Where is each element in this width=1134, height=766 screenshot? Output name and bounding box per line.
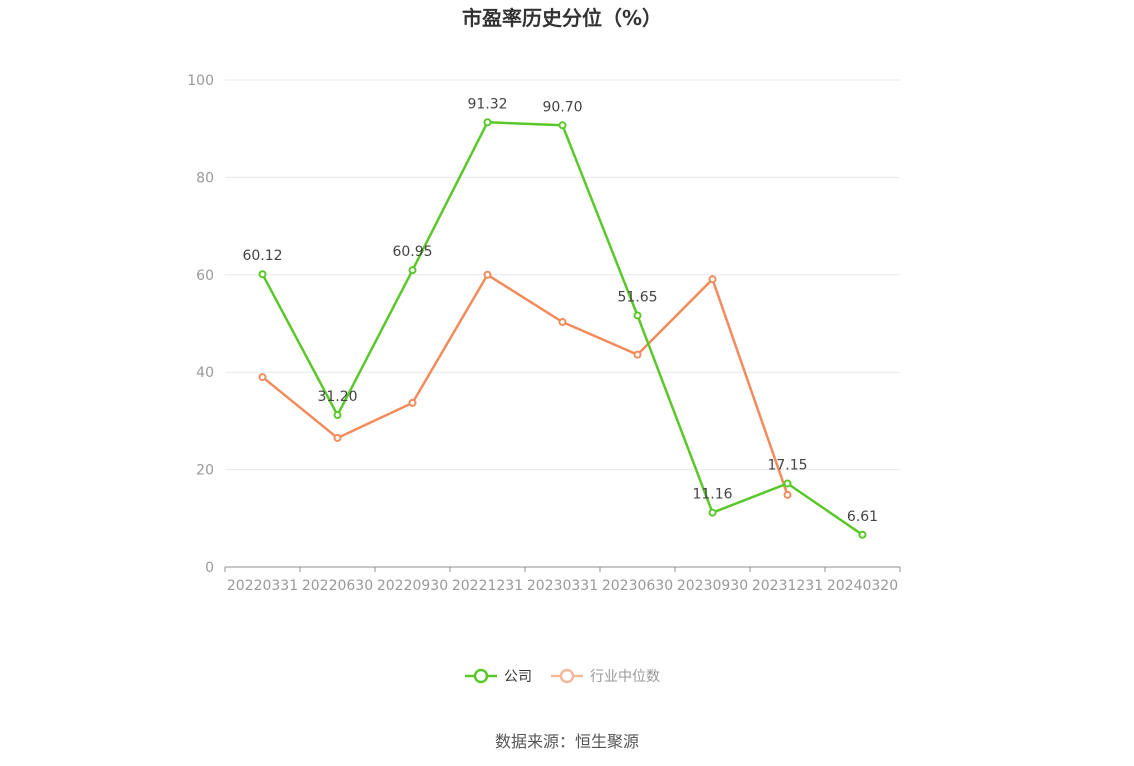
y-tick-label: 40 (196, 365, 214, 381)
data-label: 31.20 (317, 389, 357, 405)
x-tick-label: 20221231 (452, 578, 523, 594)
data-label: 60.95 (392, 244, 432, 260)
chart-title: 市盈率历史分位（%） (462, 6, 662, 30)
legend-marker-icon (473, 668, 489, 684)
data-point[interactable] (633, 311, 642, 320)
data-point[interactable] (258, 270, 267, 279)
x-tick-label: 20230930 (677, 578, 748, 594)
legend-item-industry-median[interactable]: 行业中位数 (551, 668, 660, 685)
y-tick-label: 80 (196, 170, 214, 186)
data-source: 数据来源：恒生聚源 (495, 732, 639, 751)
data-label: 17.15 (767, 457, 807, 473)
grid (225, 79, 900, 471)
x-tick-label: 20220930 (377, 578, 448, 594)
data-point[interactable] (633, 350, 642, 359)
x-axis: 20220331 20220630 20220930 20221231 20230331… (224, 566, 901, 594)
data-point[interactable] (408, 398, 417, 407)
data-point[interactable] (483, 118, 492, 127)
x-tick-label: 20230331 (527, 578, 598, 594)
data-point[interactable] (708, 275, 717, 284)
data-label: 60.12 (242, 248, 282, 264)
y-tick-label: 60 (196, 268, 214, 284)
legend-marker-icon (559, 668, 575, 684)
y-axis-ticks: 0 20 40 60 80 100 (187, 73, 214, 576)
data-point[interactable] (708, 508, 717, 517)
legend[interactable]: 公司 行业中位数 (465, 668, 660, 685)
data-point[interactable] (558, 121, 567, 130)
x-tick-label: 20231231 (752, 578, 823, 594)
data-point[interactable] (333, 411, 342, 420)
data-point[interactable] (783, 490, 792, 499)
data-label: 51.65 (617, 289, 657, 305)
data-point[interactable] (558, 318, 567, 327)
data-label: 91.32 (467, 96, 507, 112)
x-tick-label: 20230630 (602, 578, 673, 594)
data-point[interactable] (858, 530, 867, 539)
y-tick-label: 20 (196, 463, 214, 479)
y-tick-label: 100 (187, 73, 214, 89)
data-label: 6.61 (847, 509, 878, 525)
data-point[interactable] (783, 479, 792, 488)
series-line (261, 273, 789, 496)
data-point[interactable] (483, 270, 492, 279)
data-point[interactable] (408, 266, 417, 275)
data-point[interactable] (333, 433, 342, 442)
x-tick-label: 20220630 (302, 578, 373, 594)
data-label: 11.16 (692, 487, 732, 503)
legend-label: 公司 (504, 669, 532, 685)
x-tick-label: 20220331 (227, 578, 298, 594)
y-tick-label: 0 (205, 560, 214, 576)
legend-label: 行业中位数 (590, 669, 660, 685)
series-company: 60.12 31.20 60.95 91.32 90.70 51.65 11.16 17.15… (242, 96, 878, 539)
legend-item-company[interactable]: 公司 (465, 668, 532, 685)
series-group: 60.12 31.20 60.95 91.32 90.70 51.65 11.16 17.15… (242, 96, 878, 539)
data-point[interactable] (258, 373, 267, 382)
x-tick-label: 20240320 (827, 578, 898, 594)
data-label: 90.70 (542, 99, 582, 115)
series-industry-median (258, 270, 792, 499)
